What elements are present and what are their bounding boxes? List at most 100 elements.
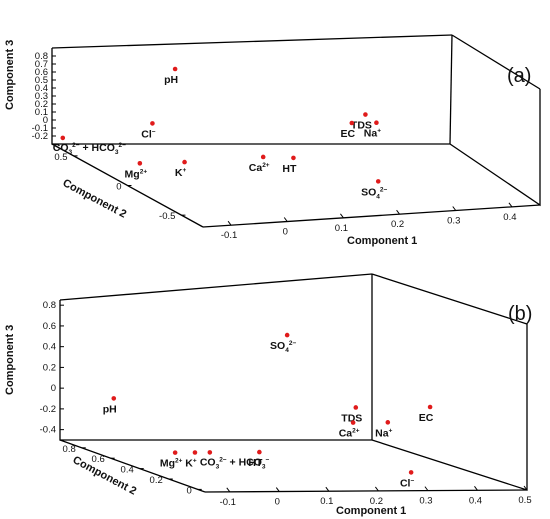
data-point xyxy=(385,420,391,425)
data-point xyxy=(350,420,356,425)
data-point xyxy=(192,450,198,455)
data-point xyxy=(284,332,290,338)
z-tick-label: 0.2 xyxy=(43,362,56,373)
z-tick-label: 0 xyxy=(51,383,56,394)
x-axis-ticks-b: -0.1 0 0.1 0.2 0.3 0.4 0.5 xyxy=(220,485,532,508)
x-axis-title-a: Component 1 xyxy=(347,235,417,247)
box-back-top-b xyxy=(59,300,528,491)
z-tick-label: 0.1 xyxy=(35,107,48,118)
x-axis-title-b: Component 1 xyxy=(336,505,406,517)
z-axis-title-b: Component 3 xyxy=(4,325,16,395)
points-b: pH SO42− TDS EC Ca2+ Na+ Mg2+ K+ CO32− + HCO3−HT… xyxy=(103,332,434,489)
x-tick xyxy=(227,220,232,226)
x-axis-ticks-a: -0.1 0 0.1 0.2 0.3 0.4 xyxy=(221,202,517,241)
y-tick-label: 0.2 xyxy=(150,475,163,486)
x-tick-label: 0 xyxy=(275,497,280,508)
z-tick-label: -0.2 xyxy=(32,131,48,142)
point-label: TDS xyxy=(351,120,372,132)
data-point xyxy=(172,450,178,455)
data-point xyxy=(111,396,117,401)
data-point xyxy=(408,470,414,475)
point-label: Mg2+ xyxy=(125,168,148,180)
x-tick xyxy=(374,486,379,492)
point-label: SO42− xyxy=(270,340,296,354)
x-tick-label: -0.1 xyxy=(221,230,237,241)
y-tick-label: 0.5 xyxy=(54,152,67,163)
x-tick-label: 0.1 xyxy=(335,223,348,234)
chart-panel-b: (b) -0.4-0.200.20.40.60.8 00.20.40.60.8 … xyxy=(4,273,532,517)
point-label: CO32− + HCO3− xyxy=(200,456,270,470)
point-label: EC xyxy=(341,128,356,140)
box-top-right xyxy=(451,34,541,90)
chart-panel-a: (a) -0.2-0.100.10.20.30.40.50.60.70.8 -0… xyxy=(4,34,541,247)
data-point xyxy=(353,405,359,410)
point-label: HT xyxy=(248,457,263,469)
point-label: HT xyxy=(282,163,297,175)
x-tick xyxy=(340,213,344,219)
z-axis-ticks-b: -0.4 -0.2 0 0.2 0.4 0.6 0.8 xyxy=(40,300,64,436)
data-point xyxy=(375,179,381,184)
x-tick-label: 0.2 xyxy=(370,496,383,507)
panel-label-b: (b) xyxy=(508,303,532,325)
z-tick-label: 0.2 xyxy=(35,99,48,110)
z-axis-title-a: Component 3 xyxy=(4,40,16,110)
box-floor-left-b xyxy=(59,439,206,493)
data-point xyxy=(257,449,262,455)
x-tick-label: 0.2 xyxy=(391,219,404,230)
box-floor-front-b xyxy=(204,489,528,493)
point-label: Cl− xyxy=(400,477,415,489)
z-tick-label: 0.7 xyxy=(35,59,48,70)
y-tick-label: 0.4 xyxy=(121,465,134,476)
data-point xyxy=(60,135,66,141)
z-tick-label: 0 xyxy=(43,115,48,126)
point-label: K+ xyxy=(175,167,187,179)
x-tick xyxy=(424,486,429,491)
z-tick-label: 0.8 xyxy=(43,300,56,311)
point-label: Na+ xyxy=(364,128,381,140)
point-label: Ca2+ xyxy=(339,428,360,440)
point-label: Cl− xyxy=(141,128,156,140)
data-point xyxy=(374,120,379,126)
y-tick-label: 0 xyxy=(186,485,191,496)
point-label: pH xyxy=(103,403,117,415)
data-point xyxy=(363,112,368,117)
z-tick-label: -0.4 xyxy=(40,425,56,436)
y-tick-label: 0 xyxy=(116,182,121,193)
box-top-front-b xyxy=(59,273,373,301)
x-tick xyxy=(226,487,231,493)
point-label: TDS xyxy=(341,412,362,424)
x-tick-label: 0.4 xyxy=(469,495,482,506)
data-point xyxy=(137,161,143,166)
z-tick-label: 0.4 xyxy=(35,83,48,94)
point-label: CO32− + HCO32− xyxy=(53,142,126,156)
y-tick-label: 0.6 xyxy=(92,454,105,465)
x-tick xyxy=(508,202,513,208)
z-tick-label: -0.2 xyxy=(40,404,56,415)
panel-label-a: (a) xyxy=(507,65,531,87)
data-point xyxy=(172,66,178,72)
x-tick xyxy=(452,206,457,211)
x-tick-label: 0.3 xyxy=(447,216,460,227)
data-point xyxy=(427,404,433,410)
box-floor-front xyxy=(202,204,541,228)
point-label: EC xyxy=(419,412,434,424)
x-tick-label: 0 xyxy=(283,227,288,238)
z-tick-label: 0.3 xyxy=(35,91,48,102)
y-axis-ticks-a: -0.5 0 0.5 xyxy=(54,152,186,222)
box-right-vert xyxy=(449,34,453,145)
box-top-front xyxy=(51,34,453,49)
y-tick-label: -0.5 xyxy=(159,211,175,222)
point-label: Ca2+ xyxy=(249,162,270,174)
point-label: Mg2+ xyxy=(160,458,183,470)
z-tick-label: 0.8 xyxy=(35,51,48,62)
data-point xyxy=(260,154,266,160)
z-tick-label: -0.1 xyxy=(32,123,48,134)
point-label: Na+ xyxy=(375,427,392,439)
data-point xyxy=(207,450,213,455)
data-point xyxy=(182,159,187,165)
z-tick-label: 0.6 xyxy=(35,67,48,78)
point-label: K+ xyxy=(185,457,197,469)
data-point xyxy=(291,155,296,161)
